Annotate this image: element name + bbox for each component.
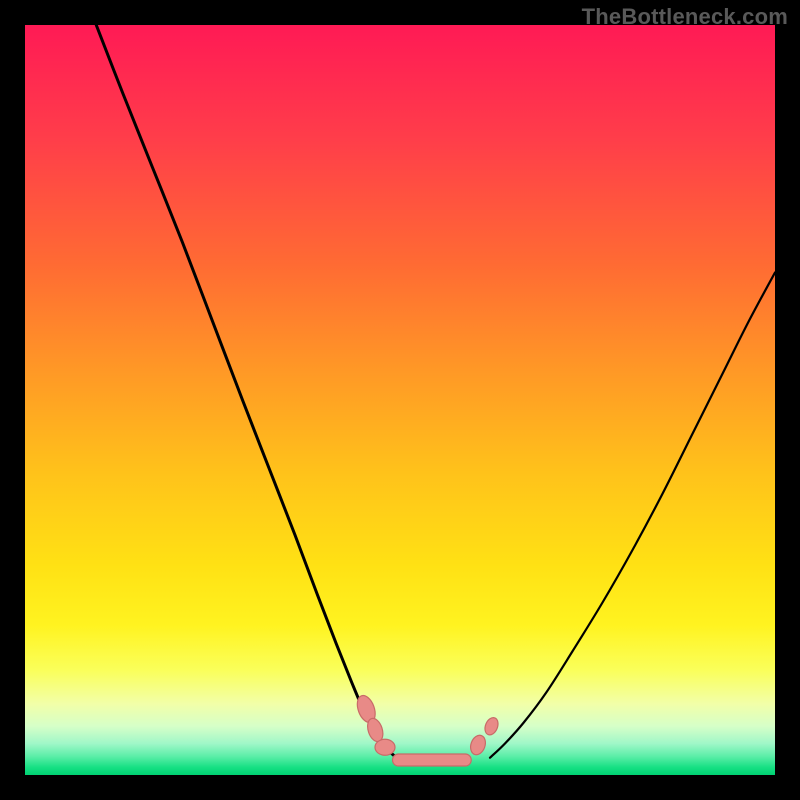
trough-bar (393, 754, 472, 766)
frame: TheBottleneck.com (0, 0, 800, 800)
watermark-text: TheBottleneck.com (582, 4, 788, 30)
trough-pill (375, 739, 395, 755)
gradient-background (25, 25, 775, 775)
chart-plot (25, 25, 775, 775)
